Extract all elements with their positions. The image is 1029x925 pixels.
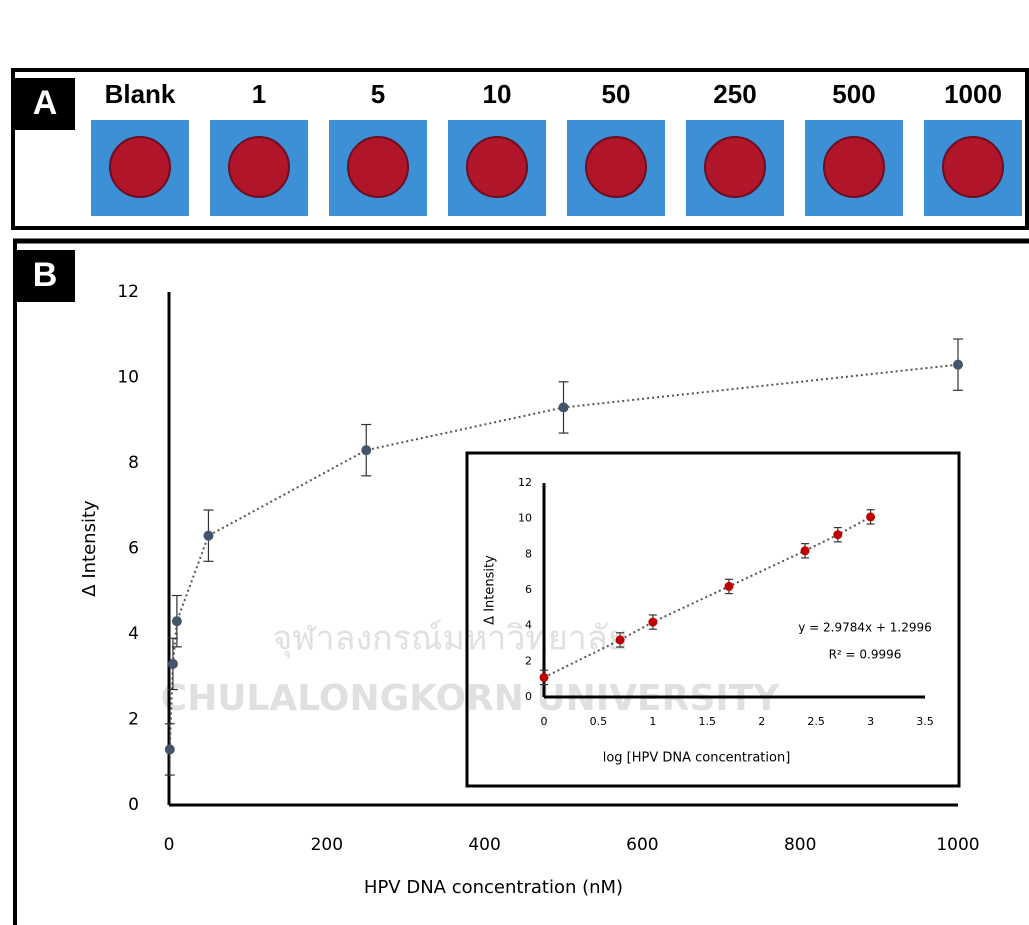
x-tick-label: 0 bbox=[541, 715, 548, 728]
data-point bbox=[866, 512, 876, 522]
data-point bbox=[164, 744, 175, 755]
sample-spot bbox=[347, 136, 409, 198]
x-tick-label: 3 bbox=[867, 715, 874, 728]
data-point bbox=[724, 581, 734, 591]
y-tick-label: 8 bbox=[128, 453, 139, 473]
x-tick-label: 200 bbox=[311, 835, 343, 855]
y-tick-label: 6 bbox=[128, 539, 139, 559]
sample-label: 500 bbox=[832, 79, 875, 109]
x-tick-label: 800 bbox=[784, 835, 816, 855]
panel-a-frame bbox=[11, 68, 1029, 230]
x-tick-label: 0.5 bbox=[590, 715, 608, 728]
data-point bbox=[800, 546, 810, 556]
x-tick-label: 1000 bbox=[936, 835, 979, 855]
sample-label: 5 bbox=[371, 79, 385, 109]
sample-spot bbox=[228, 136, 290, 198]
y-tick-label: 8 bbox=[525, 547, 532, 560]
data-point bbox=[558, 402, 569, 413]
y-tick-label: 2 bbox=[525, 654, 532, 667]
data-point bbox=[539, 672, 549, 682]
data-point bbox=[833, 530, 843, 540]
x-tick-label: 3.5 bbox=[916, 715, 934, 728]
x-tick-label: 1 bbox=[649, 715, 656, 728]
sample-label: 1 bbox=[252, 79, 266, 109]
x-tick-label: 1.5 bbox=[699, 715, 717, 728]
panel-b-badge bbox=[15, 250, 75, 302]
y-axis-label: Δ Intensity bbox=[79, 500, 100, 597]
y-tick-label: 12 bbox=[518, 476, 532, 489]
x-tick-label: 2 bbox=[758, 715, 765, 728]
sample-spot bbox=[704, 136, 766, 198]
data-point bbox=[167, 658, 178, 669]
panel-a-badge bbox=[15, 78, 75, 130]
sample-spot bbox=[823, 136, 885, 198]
y-tick-label: 10 bbox=[518, 512, 532, 525]
x-tick-label: 600 bbox=[626, 835, 658, 855]
y-tick-label: 6 bbox=[525, 583, 532, 596]
sample-spot bbox=[585, 136, 647, 198]
x-axis-label: HPV DNA concentration (nM) bbox=[364, 877, 623, 898]
data-point bbox=[361, 445, 372, 456]
trend-equation: y = 2.9784x + 1.2996 bbox=[798, 621, 932, 635]
sample-label: 50 bbox=[602, 79, 631, 109]
data-point bbox=[648, 617, 658, 627]
data-point bbox=[203, 530, 214, 541]
sample-spot bbox=[942, 136, 1004, 198]
x-tick-label: 0 bbox=[164, 835, 175, 855]
y-tick-label: 0 bbox=[525, 690, 532, 703]
panel-label: A bbox=[33, 84, 58, 122]
x-tick-label: 2.5 bbox=[807, 715, 825, 728]
r-squared: R² = 0.9996 bbox=[829, 648, 902, 662]
data-point bbox=[615, 635, 625, 645]
x-axis-label: log [HPV DNA concentration] bbox=[603, 751, 791, 766]
sample-spot bbox=[466, 136, 528, 198]
y-axis-label: Δ Intensity bbox=[483, 555, 498, 625]
y-tick-label: 2 bbox=[128, 710, 139, 730]
watermark: จุฬาลงกรณ์มหาวิทยาลัย bbox=[272, 619, 627, 659]
y-tick-label: 0 bbox=[128, 795, 139, 815]
sample-label: 10 bbox=[483, 79, 512, 109]
sample-label: 250 bbox=[713, 79, 756, 109]
panel-label: B bbox=[33, 256, 58, 294]
data-point bbox=[953, 359, 963, 370]
y-tick-label: 4 bbox=[128, 624, 139, 644]
y-tick-label: 4 bbox=[525, 619, 532, 632]
y-tick-label: 10 bbox=[117, 368, 139, 388]
x-tick-label: 400 bbox=[468, 835, 500, 855]
sample-label: Blank bbox=[105, 79, 176, 109]
y-tick-label: 12 bbox=[117, 282, 139, 302]
sample-label: 1000 bbox=[944, 79, 1002, 109]
inset-frame bbox=[465, 451, 961, 788]
sample-spot bbox=[109, 136, 171, 198]
data-point bbox=[171, 616, 182, 627]
